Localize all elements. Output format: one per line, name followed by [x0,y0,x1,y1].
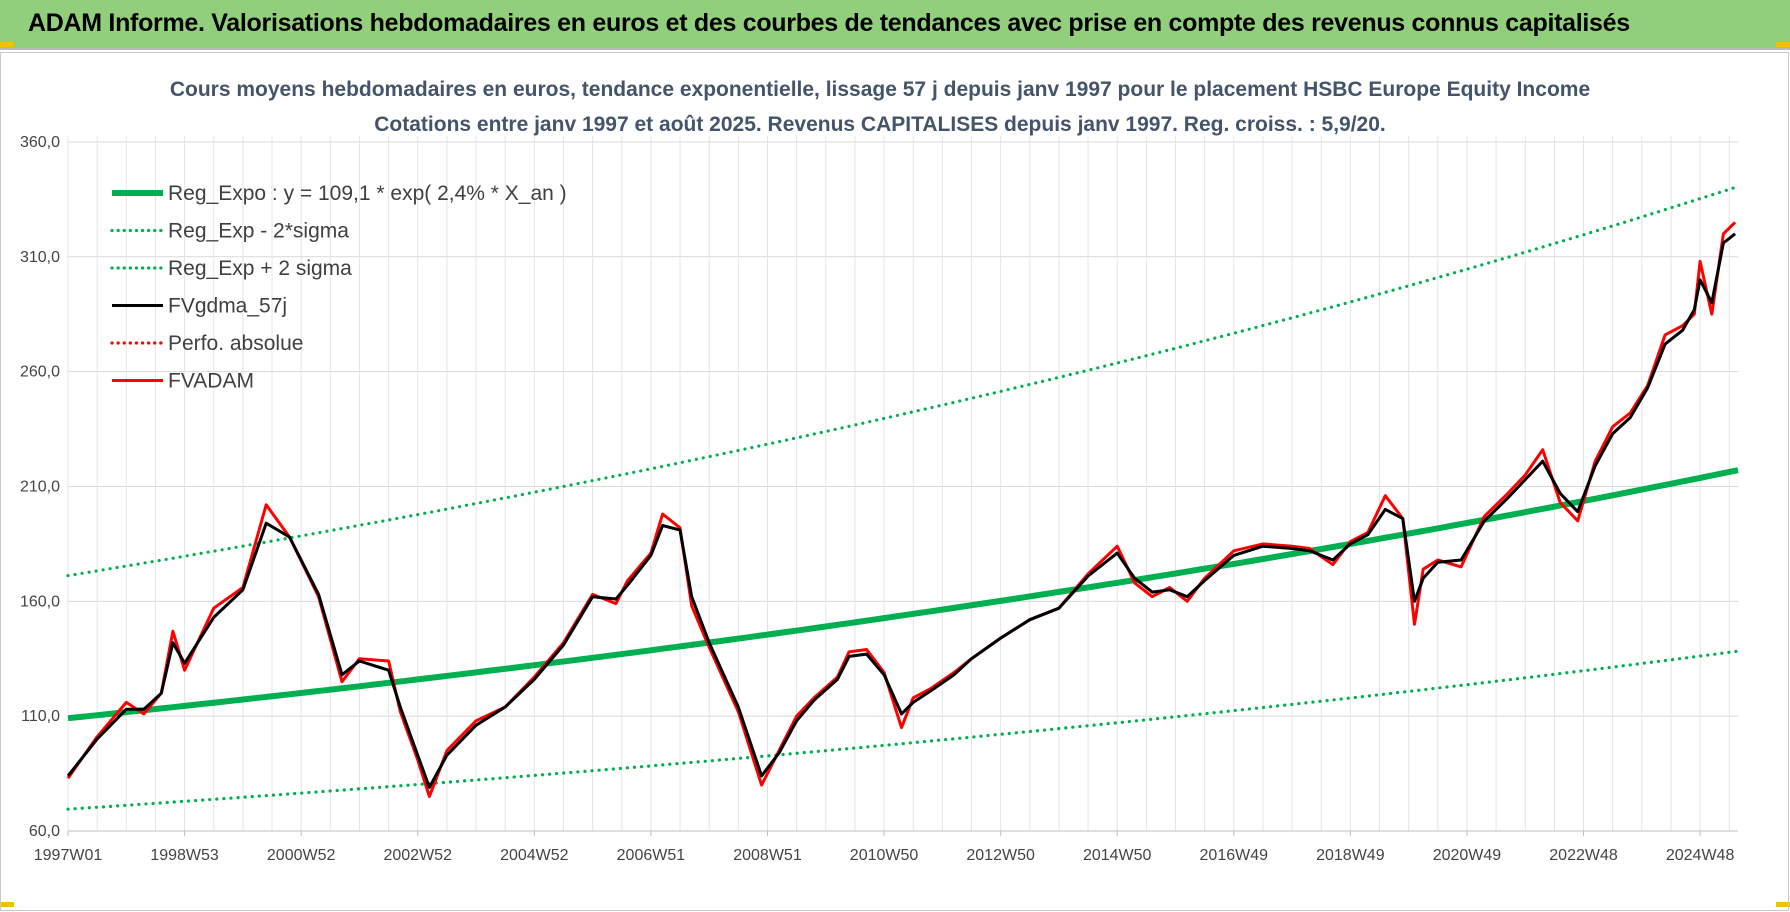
chart-title: Cours moyens hebdomadaires en euros, ten… [170,78,1590,101]
x-tick-label: 2002W52 [383,847,452,864]
report-banner: ADAM Informe. Valorisations hebdomadaire… [0,0,1790,50]
x-tick-label: 2016W49 [1200,847,1269,864]
chart-subtitle: Cotations entre janv 1997 et août 2025. … [374,113,1386,136]
x-tick-label: 2020W49 [1433,847,1502,864]
series-line-reg-exp-2 [66,184,1740,578]
legend-label: Perfo. absolue [168,332,303,355]
chart-frame [0,52,1789,911]
y-tick-label: 60,0 [29,823,60,840]
x-tick-label: 2018W49 [1316,847,1385,864]
chart-grid [67,136,1738,832]
x-tick-label: 2008W51 [733,847,802,864]
chart-series [66,184,1740,811]
legend-label: Reg_Exp + 2 sigma [168,257,352,280]
x-tick-label: 1998W53 [150,847,219,864]
corner-mark [0,902,14,907]
report-banner-title: ADAM Informe. Valorisations hebdomadaire… [28,9,1630,37]
series-line-fvgdma-57j-4 [66,232,1737,789]
y-tick-label: 360,0 [20,134,60,151]
x-tick-label: 2012W50 [966,847,1035,864]
legend-label: FVADAM [168,370,254,393]
corner-mark [0,42,14,47]
y-tick-label: 260,0 [20,364,60,381]
x-tick-label: 2006W51 [617,847,686,864]
chart-axes: 360,0 310,0 260,0 210,0 160,0 110,0 60,0 1997W0… [20,134,1738,864]
x-tick-label: 2000W52 [267,847,336,864]
legend-label: Reg_Exp - 2*sigma [168,220,349,243]
legend-label: Reg_Expo : y = 109,1 * exp( 2,4% * X_an … [168,182,567,205]
series-line-reg-exp-1 [66,649,1740,811]
y-tick-label: 310,0 [20,249,60,266]
y-tick-label: 210,0 [20,478,60,495]
chart-legend: Reg_Expo : y = 109,1 * exp( 2,4% * X_an … [110,182,567,393]
y-tick-label: 160,0 [20,593,60,610]
x-tick-label: 2022W48 [1549,847,1618,864]
x-tick-label: 2024W48 [1666,847,1735,864]
series-line-fvadam-3 [66,221,1737,798]
corner-mark [1776,902,1790,907]
x-tick-label: 2004W52 [500,847,569,864]
x-tick-label: 2010W50 [850,847,919,864]
corner-mark [1776,42,1790,47]
legend-label: FVgdma_57j [168,295,287,318]
series-line-reg-expo-0 [67,467,1739,722]
y-tick-label: 110,0 [21,708,60,725]
x-tick-label: 1997W01 [34,847,103,864]
x-tick-label: 2014W50 [1083,847,1152,864]
